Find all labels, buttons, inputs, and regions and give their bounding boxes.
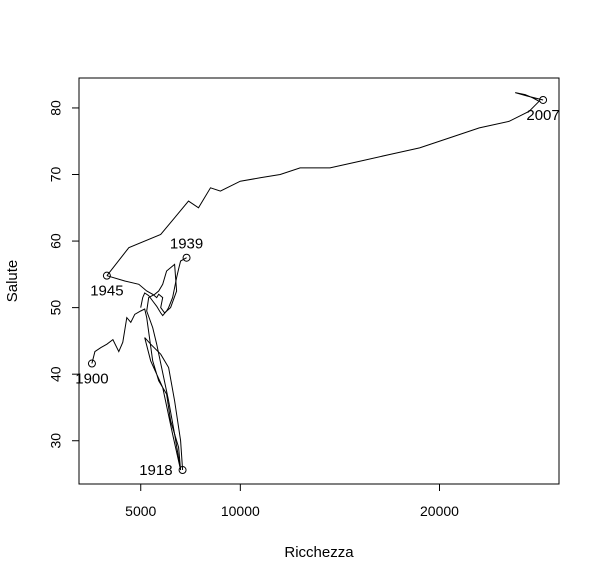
marker-layer: 1900 1918 1939 1945 2007: [75, 95, 560, 479]
y-tick-label-60: 60: [48, 233, 64, 249]
series-line-1: [91, 308, 184, 471]
series-line-3: [140, 257, 187, 317]
plot-frame: [78, 77, 560, 485]
marker-2007: [539, 95, 548, 104]
y-tick-label-40: 40: [48, 366, 64, 382]
x-axis: 5000 10000 20000: [125, 483, 459, 519]
x-tick-label-20000: 20000: [420, 503, 459, 519]
y-tick-label-50: 50: [48, 300, 64, 316]
marker-1945: [102, 271, 111, 280]
y-axis: 30 40 50 60 70 80: [48, 100, 80, 449]
y-tick-label-70: 70: [48, 167, 64, 183]
y-tick-label-80: 80: [48, 100, 64, 116]
y-axis-title: Salute: [4, 260, 21, 303]
x-axis-title: Ricchezza: [284, 544, 354, 561]
marker-1900: [87, 359, 96, 368]
marker-label-1939: 1939: [170, 236, 203, 253]
marker-label-2007: 2007: [526, 107, 559, 124]
series-line-2: [106, 263, 182, 471]
y-tick-label-30: 30: [48, 433, 64, 449]
marker-label-1945: 1945: [90, 283, 123, 300]
x-tick-label-5000: 5000: [125, 503, 156, 519]
marker-label-1900: 1900: [75, 371, 108, 388]
marker-1918: [178, 466, 187, 475]
series-layer: [91, 92, 544, 471]
marker-1939: [182, 253, 191, 262]
series-line-4: [106, 92, 544, 277]
x-tick-label-10000: 10000: [221, 503, 260, 519]
marker-label-1918: 1918: [139, 462, 172, 479]
